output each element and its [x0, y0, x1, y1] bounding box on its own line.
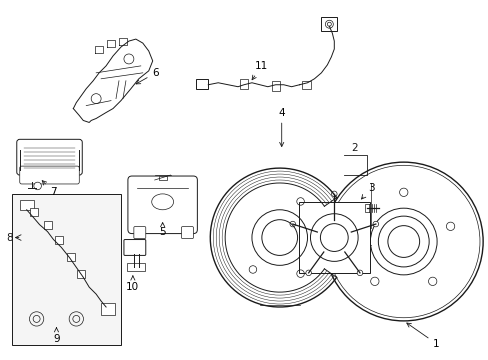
Text: 4: 4 — [278, 108, 285, 147]
Circle shape — [331, 191, 336, 197]
Text: 8: 8 — [6, 233, 13, 243]
Ellipse shape — [151, 194, 173, 210]
Text: 7: 7 — [42, 181, 57, 197]
FancyBboxPatch shape — [128, 176, 197, 234]
Bar — [43, 221, 51, 229]
Circle shape — [305, 270, 311, 276]
Bar — [158, 176, 166, 180]
Bar — [301, 81, 311, 89]
FancyBboxPatch shape — [134, 227, 145, 239]
FancyBboxPatch shape — [123, 239, 145, 255]
Bar — [77, 270, 85, 278]
FancyBboxPatch shape — [20, 166, 79, 184]
Text: 2: 2 — [350, 143, 357, 153]
Text: 3: 3 — [361, 183, 373, 199]
Text: 11: 11 — [252, 61, 268, 80]
Bar — [298, 202, 369, 273]
Bar — [30, 208, 38, 216]
Bar — [12, 194, 121, 345]
Circle shape — [289, 221, 295, 227]
Circle shape — [34, 182, 41, 190]
Bar — [67, 253, 75, 261]
Text: 9: 9 — [53, 328, 60, 344]
Bar — [127, 264, 144, 271]
Bar — [196, 79, 208, 89]
FancyBboxPatch shape — [181, 227, 193, 239]
Text: 1: 1 — [406, 323, 439, 349]
Text: 10: 10 — [126, 276, 139, 292]
Text: 6: 6 — [136, 68, 159, 84]
Bar — [20, 200, 34, 210]
Bar — [55, 235, 63, 243]
Text: 5: 5 — [159, 222, 165, 237]
Bar — [101, 303, 115, 315]
Circle shape — [372, 221, 378, 227]
Bar — [321, 17, 337, 31]
Circle shape — [356, 270, 362, 276]
Bar — [271, 81, 279, 91]
Bar — [364, 204, 369, 212]
FancyBboxPatch shape — [17, 139, 82, 175]
Bar — [240, 79, 247, 89]
